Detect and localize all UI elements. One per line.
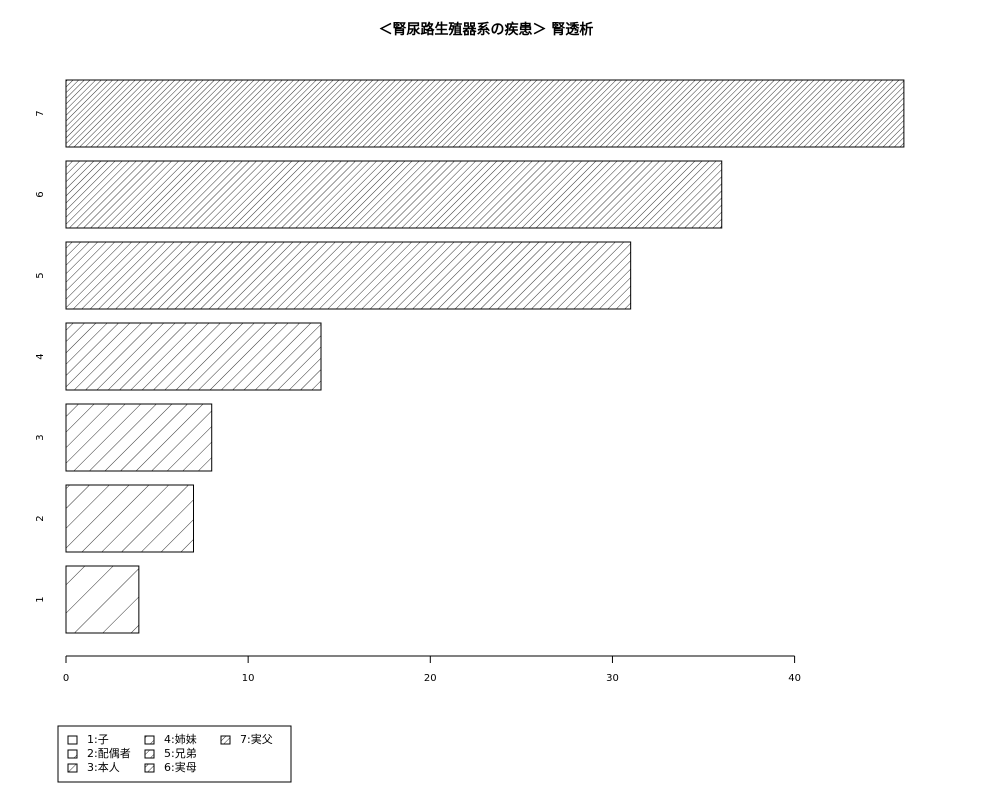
legend-swatch [144, 749, 155, 759]
x-tick-label: 20 [424, 673, 437, 684]
bar-7 [65, 79, 905, 148]
legend-label: 5:兄弟 [164, 747, 197, 760]
legend-swatch [144, 763, 155, 773]
legend-swatch [144, 735, 155, 745]
legend-label: 7:実父 [240, 732, 273, 746]
y-tick-label: 3 [35, 434, 46, 440]
y-tick-label: 4 [35, 353, 46, 359]
x-axis: 0 10 20 30 40 [63, 655, 801, 684]
bar-2 [65, 484, 195, 553]
legend-box [57, 725, 292, 783]
bars-group [65, 79, 905, 634]
y-tick-label: 5 [35, 272, 46, 278]
legend-swatch [67, 735, 78, 745]
legend-label: 4:姉妹 [164, 732, 197, 746]
x-tick-label: 30 [606, 673, 619, 684]
y-axis-tick-labels: 1 2 3 4 5 6 7 [35, 110, 46, 602]
chart-title: ＜腎尿路生殖器系の疾患＞ 腎透析 [379, 21, 594, 38]
y-tick-label: 2 [35, 515, 46, 521]
legend-swatch [67, 749, 78, 759]
bar-1 [65, 565, 140, 634]
legend-label: 6:実母 [164, 760, 197, 774]
legend-swatch [220, 735, 231, 745]
bar-3 [65, 403, 213, 472]
bar-4 [65, 322, 322, 391]
x-tick-label: 10 [242, 673, 255, 684]
legend-label: 1:子 [87, 733, 109, 746]
x-tick-label: 0 [63, 673, 69, 684]
x-tick-label: 40 [788, 673, 801, 684]
bar-6 [65, 160, 723, 229]
y-tick-label: 1 [35, 596, 46, 602]
y-tick-label: 6 [35, 191, 46, 197]
bar-5 [65, 241, 632, 310]
y-tick-label: 7 [35, 110, 46, 116]
legend-label: 2:配偶者 [87, 747, 131, 760]
legend-label: 3:本人 [87, 760, 120, 774]
legend-swatch [67, 763, 78, 773]
